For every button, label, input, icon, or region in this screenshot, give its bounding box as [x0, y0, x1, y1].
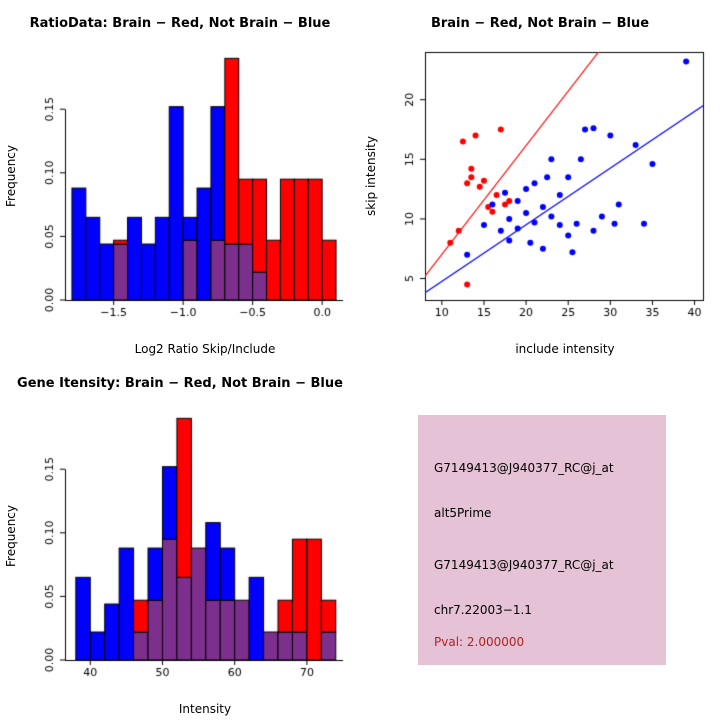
panel-intensity-scatter: Brain − Red, Not Brain − Blue include in… — [360, 0, 720, 360]
ratio-histogram-canvas — [0, 0, 360, 360]
gene-hist-x-axis-label: Intensity — [178, 702, 232, 716]
info-line: G7149413@J940377_RC@j_at — [434, 558, 614, 572]
scatter-x-axis-label: include intensity — [515, 342, 615, 356]
scatter-title: Brain − Red, Not Brain − Blue — [430, 16, 650, 31]
info-line: Pval: 2.000000 — [434, 635, 525, 649]
ratio-hist-x-axis-label: Log2 Ratio Skip/Include — [134, 342, 276, 356]
ratio-hist-title: RatioData: Brain − Red, Not Brain − Blue — [29, 16, 331, 31]
ratio-hist-y-axis-label: Frequency — [4, 145, 18, 207]
panel-annotation: G7149413@J940377_RC@j_at alt5Prime G714941… — [360, 360, 720, 720]
info-line: alt5Prime — [434, 506, 492, 520]
panel-ratio-histogram: RatioData: Brain − Red, Not Brain − Blue… — [0, 0, 360, 360]
info-box: G7149413@J940377_RC@j_at alt5Prime G714941… — [418, 415, 666, 665]
gene-hist-title: Gene Itensity: Brain − Red, Not Brain − … — [17, 376, 343, 391]
panel-gene-intensity-histogram: Gene Itensity: Brain − Red, Not Brain − … — [0, 360, 360, 720]
gene-hist-y-axis-label: Frequency — [4, 505, 18, 567]
gene-intensity-histogram-canvas — [0, 360, 360, 720]
info-line: G7149413@J940377_RC@j_at — [434, 461, 614, 475]
intensity-scatter-canvas — [360, 0, 720, 360]
scatter-y-axis-label: skip intensity — [364, 136, 378, 216]
info-line: chr7.22003−1.1 — [434, 603, 532, 617]
